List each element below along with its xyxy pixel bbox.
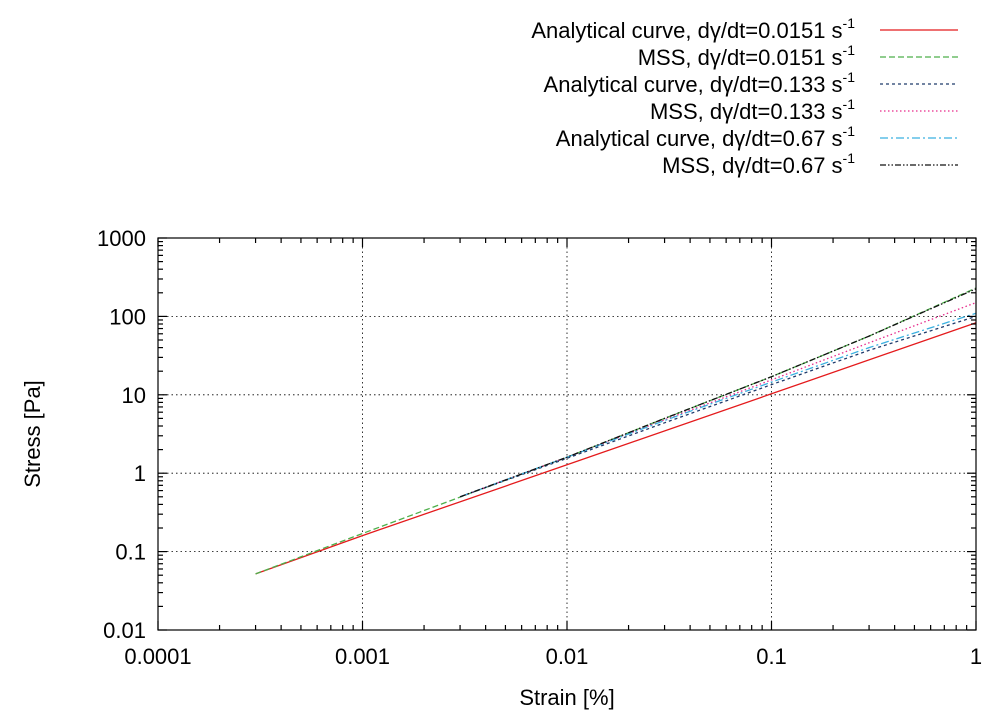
x-axis-label: Strain [%]: [519, 685, 614, 710]
series-2-line: [255, 287, 977, 575]
series-1-line: [255, 322, 977, 575]
series-4-line: [459, 301, 977, 498]
x-tick-label: 0.01: [546, 644, 589, 669]
series-6-line: [459, 288, 977, 498]
tick-labels: 0.0001 0.001 0.01 0.1 1 0.01 0.1 1 10 100 1000: [97, 226, 982, 669]
ticks: [157, 237, 977, 631]
y-tick-label: 10: [122, 383, 146, 408]
legend-entry-3: Analytical curve, dγ/dt=0.133 s-1: [544, 69, 958, 97]
legend-label: MSS, dγ/dt=0.133 s-1: [650, 96, 855, 124]
y-axis-label: Stress [Pa]: [20, 380, 45, 488]
y-tick-label: 0.1: [115, 540, 146, 565]
x-tick-label: 1: [970, 644, 982, 669]
x-tick-label: 0.0001: [124, 644, 191, 669]
legend-label: Analytical curve, dγ/dt=0.67 s-1: [556, 123, 855, 151]
y-tick-label: 1000: [97, 226, 146, 251]
x-tick-label: 0.001: [335, 644, 390, 669]
legend-entry-4: MSS, dγ/dt=0.133 s-1: [650, 96, 958, 124]
legend-label: MSS, dγ/dt=0.0151 s-1: [638, 42, 856, 70]
legend-label: MSS, dγ/dt=0.67 s-1: [662, 150, 855, 178]
legend-label: Analytical curve, dγ/dt=0.0151 s-1: [531, 15, 855, 43]
y-tick-label: 1: [134, 461, 146, 486]
legend-entry-6: MSS, dγ/dt=0.67 s-1: [662, 150, 958, 178]
y-tick-label: 100: [109, 304, 146, 329]
legend-entry-1: Analytical curve, dγ/dt=0.0151 s-1: [531, 15, 958, 43]
series-3-line: [459, 315, 977, 498]
legend-entry-2: MSS, dγ/dt=0.0151 s-1: [638, 42, 958, 70]
x-tick-label: 0.1: [756, 644, 787, 669]
legend-label: Analytical curve, dγ/dt=0.133 s-1: [544, 69, 856, 97]
grid: [158, 238, 976, 630]
y-tick-label: 0.01: [103, 618, 146, 643]
series-5-line: [459, 312, 977, 498]
legend-entry-5: Analytical curve, dγ/dt=0.67 s-1: [556, 123, 958, 151]
series-layer: [255, 287, 977, 575]
